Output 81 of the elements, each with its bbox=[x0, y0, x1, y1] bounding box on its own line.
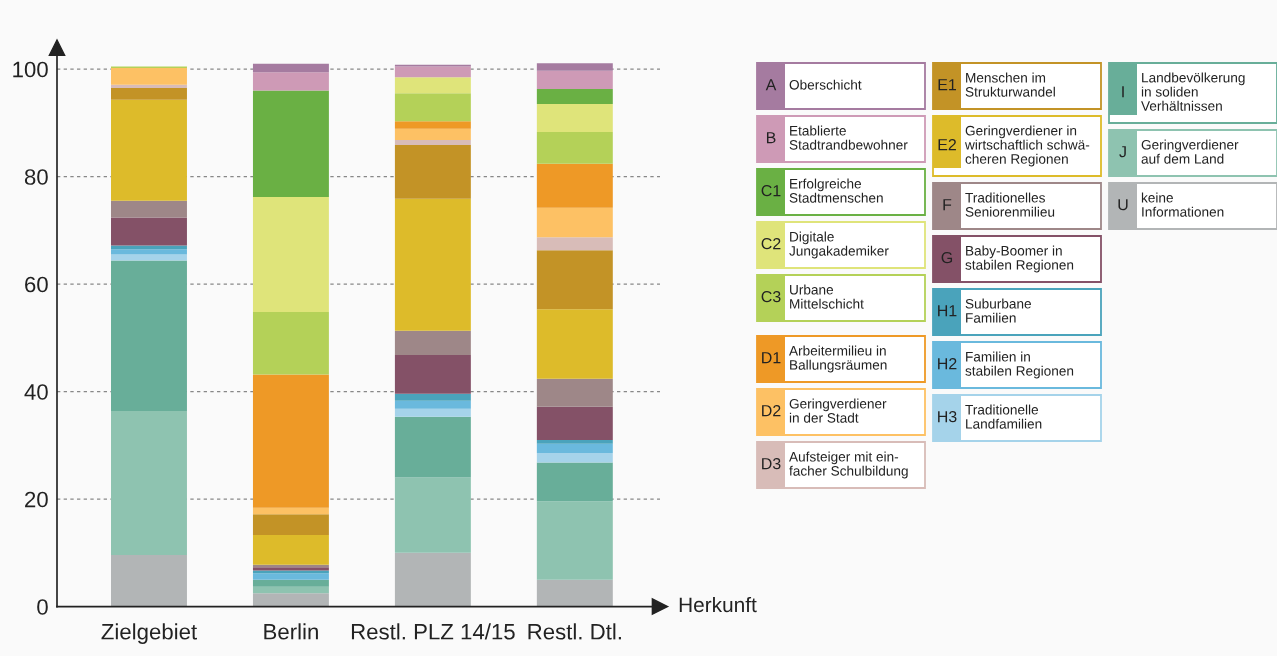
x-tick-label: Berlin bbox=[264, 623, 318, 640]
bar bbox=[394, 121, 471, 129]
bar bbox=[536, 309, 613, 379]
bar bbox=[252, 374, 329, 508]
text: D1 Arbeitermilieu in Ballungsräumen bbox=[762, 345, 887, 373]
bar bbox=[394, 477, 471, 553]
legend-label: I Landbevölkerung in soliden Verhältnissen bbox=[1122, 72, 1245, 111]
y-tick-label: 60 bbox=[25, 276, 48, 293]
text: J Geringverdiener auf dem Land bbox=[1119, 139, 1239, 164]
text: A Oberschicht bbox=[765, 79, 862, 91]
bar bbox=[536, 207, 613, 238]
bar bbox=[536, 501, 613, 580]
bar bbox=[536, 443, 613, 453]
bar bbox=[536, 131, 613, 164]
bar bbox=[536, 579, 613, 607]
text: U keine Informationen bbox=[1118, 192, 1224, 217]
bar bbox=[394, 400, 471, 409]
bar bbox=[252, 63, 329, 73]
bar bbox=[252, 535, 329, 565]
bar bbox=[111, 87, 187, 100]
bar bbox=[111, 245, 187, 250]
y-tick-label: 80 bbox=[24, 169, 48, 185]
bar bbox=[252, 514, 329, 536]
bar bbox=[252, 197, 329, 313]
bar bbox=[111, 249, 187, 255]
bar bbox=[252, 579, 329, 587]
bar bbox=[394, 93, 471, 122]
bar bbox=[536, 378, 613, 407]
bar bbox=[394, 416, 471, 478]
bar bbox=[252, 312, 329, 375]
y-tick-label: 100 bbox=[13, 61, 48, 78]
bar bbox=[252, 573, 329, 580]
bar bbox=[111, 99, 187, 201]
bar bbox=[252, 507, 329, 515]
text: F Traditionelles Seniorenmilieu bbox=[943, 192, 1055, 217]
bar bbox=[252, 586, 329, 594]
text: E1 Menschen im Strukturwandel bbox=[938, 72, 1055, 97]
bar bbox=[394, 140, 471, 145]
bar bbox=[394, 330, 471, 356]
legend-label: E2 Geringverdiener in wirtschaftlich schwä- cheren Regionen bbox=[938, 125, 1090, 167]
y-tick-label: 40 bbox=[24, 384, 48, 400]
x-tick-label: Restl. PLZ 14/15 bbox=[351, 623, 515, 640]
bar bbox=[252, 593, 329, 607]
bar bbox=[252, 72, 329, 91]
bar bbox=[111, 68, 187, 85]
bar bbox=[111, 84, 187, 88]
bar bbox=[536, 63, 613, 71]
text: H2 Familien in stabilen Regionen bbox=[938, 351, 1074, 379]
bar bbox=[536, 250, 613, 310]
bar bbox=[394, 393, 471, 401]
bar bbox=[252, 90, 329, 198]
bar bbox=[111, 260, 187, 411]
bar bbox=[394, 198, 471, 331]
bar bbox=[111, 200, 187, 218]
x-tick-label: Restl. Dtl. bbox=[528, 623, 621, 640]
y-tick-label: 20 bbox=[25, 491, 48, 508]
bar bbox=[394, 66, 471, 78]
bar bbox=[536, 462, 613, 502]
bar bbox=[536, 104, 613, 132]
bar bbox=[394, 355, 471, 394]
bar bbox=[111, 217, 187, 246]
x-tick-label: Zielgebiet bbox=[101, 623, 197, 644]
bar bbox=[536, 406, 613, 440]
bar bbox=[394, 552, 471, 607]
bar bbox=[536, 88, 613, 105]
bar bbox=[394, 408, 471, 417]
bar bbox=[111, 555, 187, 607]
text: H1 Suburbane Familien bbox=[938, 298, 1031, 323]
bar bbox=[536, 70, 613, 89]
text: B Etablierte Stadtrandbewohner bbox=[766, 125, 908, 150]
bar bbox=[394, 77, 471, 94]
x-axis-title: Herkunft bbox=[679, 596, 757, 613]
bar bbox=[536, 439, 613, 444]
bar bbox=[536, 237, 613, 251]
bar bbox=[111, 410, 187, 555]
bar bbox=[536, 452, 613, 463]
y-tick-label: 0 bbox=[37, 599, 48, 615]
bar bbox=[394, 144, 471, 199]
bar bbox=[394, 128, 471, 141]
bar bbox=[536, 163, 613, 208]
text: D2 Geringverdiener in der Stadt bbox=[762, 398, 887, 423]
